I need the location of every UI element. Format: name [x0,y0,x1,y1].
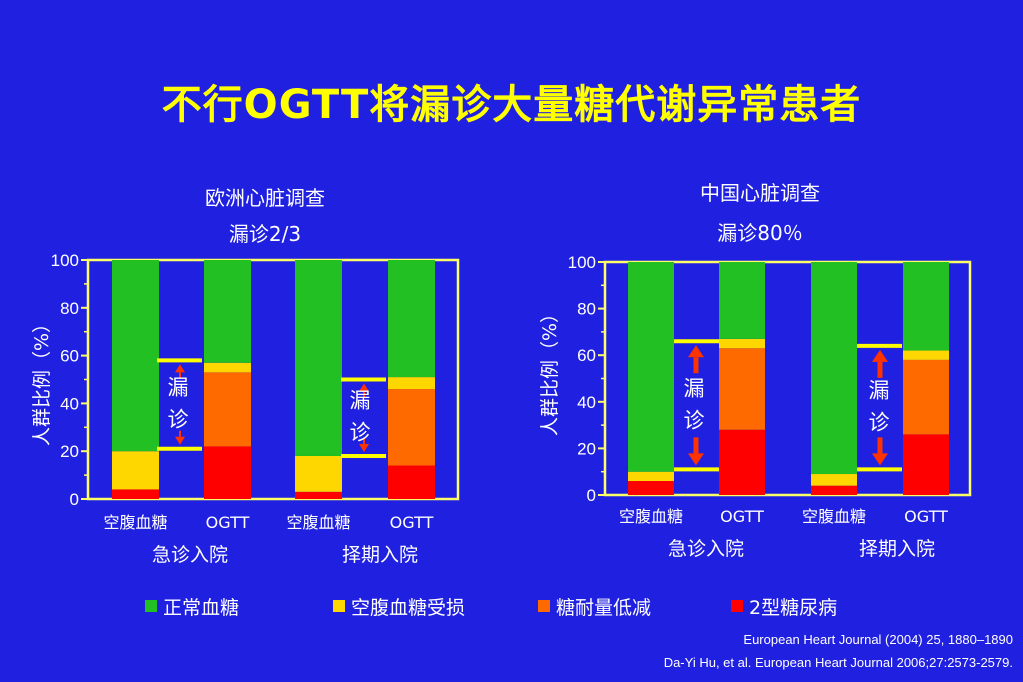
chart-subtitle: 漏诊80％ [717,221,802,245]
x-category-label: OGTT [206,513,250,532]
bar-segment [295,455,342,492]
legend-item-t2dm: 2型糖尿病 [731,594,838,619]
legend-label-normal: 正常血糖 [163,596,240,619]
legend-label-igt: 糖耐量低减 [556,596,652,619]
x-category-label: OGTT [720,507,764,526]
bar-segment [628,262,674,472]
bar-segment [112,260,159,452]
down-arrow-icon [872,453,888,466]
bar-segment [204,362,251,373]
y-tick-label: 0 [70,490,79,509]
y-tick-label: 100 [51,251,79,270]
y-tick-label: 20 [577,439,596,458]
legend-label-t2dm: 2型糖尿病 [749,596,838,619]
x-category-label: OGTT [904,507,948,526]
bar-segment [388,465,435,499]
x-category-label: 空腹血糖 [802,507,866,526]
missed-diagnosis-label: 诊 [869,411,890,435]
chart-title: 中国心脏调查 [700,181,820,205]
bar-segment [388,260,435,378]
page-title: 不行OGTT将漏诊大量糖代谢异常患者 [161,82,862,128]
bar-segment [204,446,251,499]
y-tick-label: 80 [60,299,79,318]
bar-segment [719,262,765,339]
y-tick-label: 60 [60,347,79,366]
y-tick-label: 20 [60,442,79,461]
bar-segment [811,262,857,475]
up-arrow-icon [359,383,369,392]
legend-item-igt: 糖耐量低减 [538,594,652,619]
bar-segment [903,434,949,495]
bar-segment [903,350,949,360]
legend-item-normal: 正常血糖 [145,594,240,619]
missed-diagnosis-label: 诊 [350,421,371,445]
missed-diagnosis-label: 漏 [684,376,705,400]
y-tick-label: 60 [577,346,596,365]
legend-swatch-normal [145,600,157,612]
x-category-label: OGTT [390,513,434,532]
y-tick-label: 80 [577,300,596,319]
group-label: 急诊入院 [152,544,228,566]
bar-segment [811,485,857,495]
bar-segment [204,372,251,447]
down-arrow-icon [688,453,704,466]
group-label: 急诊入院 [668,538,744,560]
reference-1: European Heart Journal (2004) 25, 1880–1… [743,632,1013,647]
bar-segment [295,491,342,499]
up-arrow-icon [175,364,185,373]
bar-segment [811,474,857,486]
bar-segment [903,262,949,351]
up-arrow-icon [688,345,704,358]
x-category-label: 空腹血糖 [286,513,350,532]
bar-segment [719,348,765,430]
y-tick-label: 0 [587,486,596,505]
legend-swatch-ifg [333,600,345,612]
bar-segment [719,338,765,349]
bar-segment [112,489,159,499]
down-arrow-icon [175,436,185,445]
chart-title: 欧洲心脏调查 [205,186,325,210]
x-category-label: 空腹血糖 [103,513,167,532]
up-arrow-icon [872,349,888,362]
legend-swatch-igt [538,600,550,612]
bar-segment [628,481,674,495]
legend-item-ifg: 空腹血糖受损 [333,594,466,619]
chart-subtitle: 漏诊2/3 [229,222,301,246]
y-tick-label: 100 [568,253,596,272]
missed-diagnosis-label: 诊 [168,408,189,432]
reference-2: Da-Yi Hu, et al. European Heart Journal … [663,655,1013,670]
bar-segment [388,389,435,466]
bar-segment [388,377,435,390]
group-label: 择期入院 [342,544,418,566]
missed-diagnosis-label: 漏 [168,376,189,400]
down-arrow-icon [359,443,369,452]
missed-diagnosis-label: 漏 [350,389,371,413]
y-axis-label: 人群比例（%） [31,314,53,446]
bar-segment [903,359,949,435]
bar-segment [295,260,342,456]
missed-diagnosis-label: 诊 [684,408,705,432]
y-tick-label: 40 [577,393,596,412]
y-axis-label: 人群比例（%） [539,304,561,436]
missed-diagnosis-label: 漏 [869,379,890,403]
bar-segment [204,260,251,363]
x-category-label: 空腹血糖 [619,507,683,526]
y-tick-label: 40 [60,394,79,413]
bar-segment [719,429,765,495]
bar-segment [628,471,674,482]
legend-label-ifg: 空腹血糖受损 [351,596,466,619]
group-label: 择期入院 [859,538,935,560]
bar-segment [112,451,159,490]
legend-swatch-t2dm [731,600,743,612]
